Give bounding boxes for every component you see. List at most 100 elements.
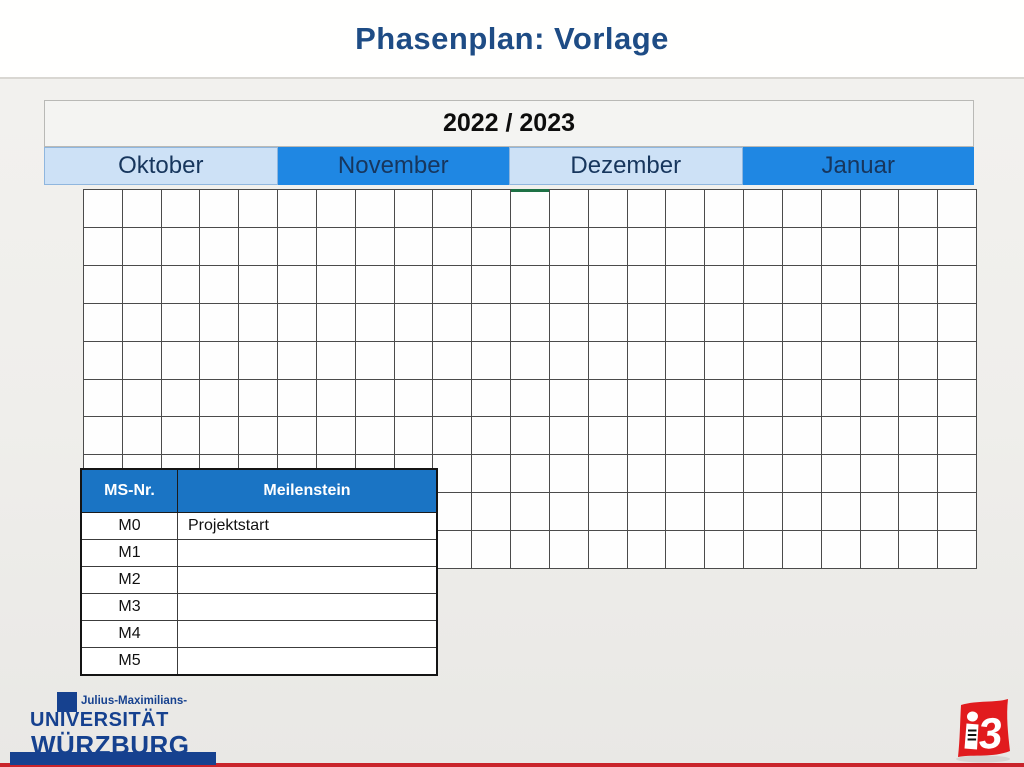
grid-cell [899, 379, 939, 418]
grid-cell [938, 379, 977, 418]
grid-cell [821, 531, 861, 569]
grid-cell [84, 379, 123, 418]
grid-cell [705, 493, 745, 532]
milestone-header-name: Meilenstein [177, 468, 438, 513]
grid-cell [161, 417, 201, 456]
milestone-row: M0 Projektstart [80, 512, 438, 540]
grid-cell [549, 417, 589, 456]
grid-cell [122, 190, 162, 228]
grid-cell [511, 189, 550, 228]
grid-cell [666, 341, 706, 380]
month-row: Oktober November Dezember Januar [44, 147, 974, 185]
grid-cell [200, 265, 240, 304]
grid-cell [744, 493, 783, 532]
grid-cell [782, 341, 822, 380]
milestone-name [177, 593, 438, 621]
grid-cell [782, 227, 822, 266]
grid-cell [316, 341, 356, 380]
grid-cell [472, 455, 512, 494]
year-header: 2022 / 2023 [44, 100, 974, 147]
grid-cell [278, 417, 317, 456]
grid-cell [782, 190, 822, 228]
grid-cell [666, 531, 706, 569]
grid-cell [666, 190, 706, 228]
grid-cell [511, 227, 550, 266]
grid-cell [84, 341, 123, 380]
grid-cell [433, 417, 473, 456]
grid-cell [627, 227, 667, 266]
grid-cell [938, 493, 977, 532]
grid-cell [860, 531, 900, 569]
milestone-number: M0 [80, 512, 178, 540]
grid-cell [239, 265, 279, 304]
i3-logo-text: 3 [976, 709, 1004, 759]
grid-cell [938, 531, 977, 569]
grid-cell [278, 341, 317, 380]
grid-cell [860, 341, 900, 380]
grid-cell [84, 190, 123, 228]
grid-cell [821, 341, 861, 380]
grid-cell [355, 379, 395, 418]
grid-cell [239, 227, 279, 266]
grid-cell [588, 417, 628, 456]
grid-cell [860, 493, 900, 532]
footer-bar [0, 763, 1024, 767]
grid-cell [860, 455, 900, 494]
grid-cell [239, 190, 279, 228]
milestone-header-nr: MS-Nr. [80, 468, 178, 513]
grid-cell [122, 227, 162, 266]
grid-cell [472, 417, 512, 456]
grid-cell [433, 341, 473, 380]
milestone-number: M4 [80, 620, 178, 648]
grid-cell [744, 417, 783, 456]
grid-cell [821, 227, 861, 266]
slide-title: Phasenplan: Vorlage [355, 20, 669, 56]
grid-cell [744, 455, 783, 494]
grid-cell [821, 493, 861, 532]
grid-cell [744, 190, 783, 228]
grid-cell [860, 379, 900, 418]
grid-cell [938, 265, 977, 304]
grid-cell [355, 265, 395, 304]
grid-cell [278, 303, 317, 342]
grid-cell [782, 379, 822, 418]
grid-cell [860, 190, 900, 228]
grid-cell [161, 379, 201, 418]
grid-cell [744, 303, 783, 342]
grid-cell [588, 265, 628, 304]
grid-cell [744, 341, 783, 380]
month-header-januar: Januar [742, 147, 974, 185]
grid-cell [744, 379, 783, 418]
grid-cell [239, 379, 279, 418]
grid-cell [433, 531, 473, 569]
grid-cell [433, 455, 473, 494]
grid-cell [433, 493, 473, 532]
grid-cell [549, 303, 589, 342]
grid-cell [938, 417, 977, 456]
milestone-row: M5 [80, 647, 438, 676]
grid-cell [472, 303, 512, 342]
grid-cell [394, 227, 434, 266]
grid-cell [666, 493, 706, 532]
milestone-table-head: MS-Nr. Meilenstein [80, 468, 438, 513]
grid-cell [161, 227, 201, 266]
grid-cell [899, 303, 939, 342]
grid-cell [938, 227, 977, 266]
grid-cell [666, 379, 706, 418]
grid-cell [355, 417, 395, 456]
milestone-tbody: M0 Projektstart M1 M2 M3 M4 M5 [80, 512, 438, 676]
grid-cell [705, 379, 745, 418]
grid-cell [316, 190, 356, 228]
grid-cell [511, 265, 550, 304]
grid-cell [860, 265, 900, 304]
grid-cell [899, 190, 939, 228]
grid-cell [355, 227, 395, 266]
milestone-number: M3 [80, 593, 178, 621]
grid-cell [549, 190, 589, 228]
jmu-square-icon [57, 692, 77, 712]
grid-cell [899, 531, 939, 569]
grid-cell [355, 190, 395, 228]
grid-cell [627, 303, 667, 342]
uw-logo-line1: UNIVERSITÄT [30, 709, 169, 731]
grid-cell [394, 190, 434, 228]
